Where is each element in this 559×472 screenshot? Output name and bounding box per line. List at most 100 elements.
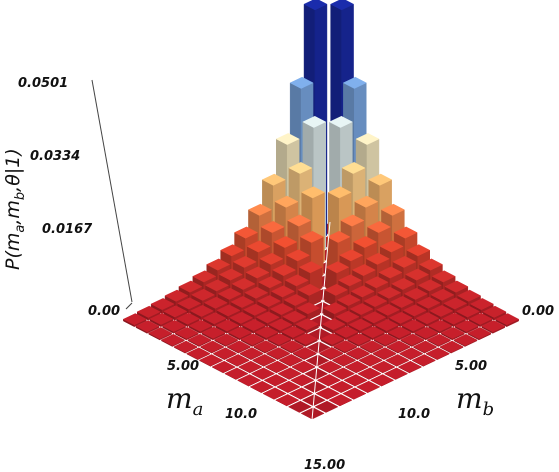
bar-7-4-top: [271, 285, 295, 298]
bar-5-7-top: [337, 294, 361, 306]
bar-3-0-top: [276, 133, 300, 145]
y-tick-label-1: 10.0: [398, 407, 430, 422]
bar-11-2-top: [190, 304, 214, 317]
bar-10-5-top: [242, 319, 266, 331]
x-axis-corner-tick: 0.00: [522, 304, 554, 319]
bar-7-1-top: [233, 255, 257, 268]
bar-8-3-top: [244, 286, 268, 299]
bar-2-11-top: [429, 304, 453, 317]
bar-4-3-top: [300, 230, 324, 243]
bar-13-12-top: [289, 387, 313, 400]
bar-8-13-top: [371, 360, 395, 373]
bar-0-14-top: [495, 313, 519, 326]
bar-5-14-top: [426, 347, 450, 360]
bar-12-8-top: [252, 354, 276, 366]
bar-3-2-top: [301, 186, 325, 199]
bar-3-8-top: [377, 286, 401, 299]
bar-14-6-top: [199, 354, 223, 367]
bar-5-4-top: [299, 261, 323, 274]
bar-1-14-top: [481, 320, 505, 333]
bar-10-0-top: [178, 280, 203, 293]
bar-6-3-top: [272, 264, 296, 276]
bar-4-2-top: [287, 214, 311, 227]
bar-0-4-top: [368, 173, 392, 186]
bar-7-5-top: [283, 294, 308, 306]
bar-8-9-top: [320, 333, 345, 345]
bar-4-14-top: [439, 340, 464, 353]
bar-14-4-top: [173, 340, 198, 353]
bar-6-8-top: [335, 310, 360, 323]
bar-6-7-top: [323, 302, 347, 315]
bar-7-12-top: [372, 347, 397, 360]
bar-14-11-top: [262, 387, 287, 400]
bar-3-12-top: [428, 319, 452, 332]
bar-14-7-top: [212, 360, 236, 373]
bar-9-3-top: [230, 296, 255, 308]
bar-5-0-top: [248, 203, 272, 216]
bar-1-3-top: [341, 162, 366, 174]
diagonal-line: [311, 221, 331, 421]
bar-9-13-top: [357, 367, 382, 380]
bar-12-4-top: [201, 326, 226, 339]
bar-1-4-top: [354, 195, 378, 208]
bar-2-1-top: [302, 115, 326, 128]
bar-11-13-top: [329, 380, 354, 393]
bar-7-6-top: [296, 302, 320, 315]
bar-11-0-top: [164, 289, 189, 302]
z-tick-label-2: 0.0334: [30, 149, 80, 164]
bar-9-12-top: [345, 360, 369, 373]
bar-9-5-top: [256, 311, 280, 324]
bar-3-10-top: [403, 304, 427, 317]
bar-9-4-top: [243, 303, 267, 316]
bar-11-8-top: [266, 347, 290, 360]
bar-14-5-top: [186, 347, 210, 360]
z-tick-label-0: 0.00: [88, 304, 120, 319]
z-tick-label-3: 0.0501: [18, 76, 68, 91]
bar-5-12-top: [400, 333, 424, 346]
bar-12-9-top: [265, 360, 289, 373]
bar-12-6-top: [227, 340, 251, 353]
bar-14-13: [288, 400, 312, 413]
bar-10-2-top: [204, 296, 228, 309]
bar-6-4-top: [285, 274, 309, 287]
bar-2-4-top: [340, 214, 365, 227]
bar-10-7-top: [267, 333, 291, 346]
bar-13-14: [314, 400, 339, 413]
bar-1-2-top: [329, 115, 353, 128]
bar-12-2-top: [176, 312, 200, 325]
bar-13-0-top: [137, 305, 161, 318]
bar-6-12-top: [386, 340, 411, 353]
bar-14-8-top: [224, 367, 249, 380]
bar-2-10-top: [416, 296, 441, 309]
bar-11-12-top: [317, 374, 341, 387]
bar-5-13-top: [413, 340, 437, 353]
z-tick-label-1: 0.0167: [42, 222, 93, 237]
bar-0-7-top: [406, 244, 430, 257]
bar-10-13-top: [343, 374, 368, 387]
bar-4-6-top: [338, 274, 362, 287]
bar-3-5-top: [339, 249, 363, 262]
bar-4-5-top: [325, 261, 349, 274]
bar-6-14-top: [412, 354, 436, 367]
bar-1-9-top: [418, 279, 442, 292]
corner-tick-label: 15.00: [304, 458, 345, 472]
bar-2-14-top: [467, 327, 492, 339]
bar-1-11-top: [443, 297, 467, 310]
bar-14-1-top: [135, 320, 160, 333]
x-tick-label-0: 5.00: [167, 359, 199, 374]
bar-2-7-top: [378, 266, 403, 279]
bar-10-11-top: [318, 360, 342, 373]
bar-4-10-top: [389, 311, 413, 324]
bar-11-10-top: [291, 360, 316, 373]
bar-13-2-top: [162, 320, 186, 332]
bar-5-2-top: [273, 236, 297, 248]
bar-0-6-top: [393, 226, 418, 239]
bar-3-13-top: [441, 326, 465, 339]
bar-13-4-top: [187, 333, 212, 346]
bar-9-14-top: [370, 374, 394, 387]
bar-4-12-top: [414, 326, 438, 339]
bar-3-14-top: [453, 333, 478, 346]
bar-9-7-top: [281, 325, 305, 338]
bar-8-7-top: [295, 318, 319, 331]
bar-12-0-top: [150, 298, 175, 310]
